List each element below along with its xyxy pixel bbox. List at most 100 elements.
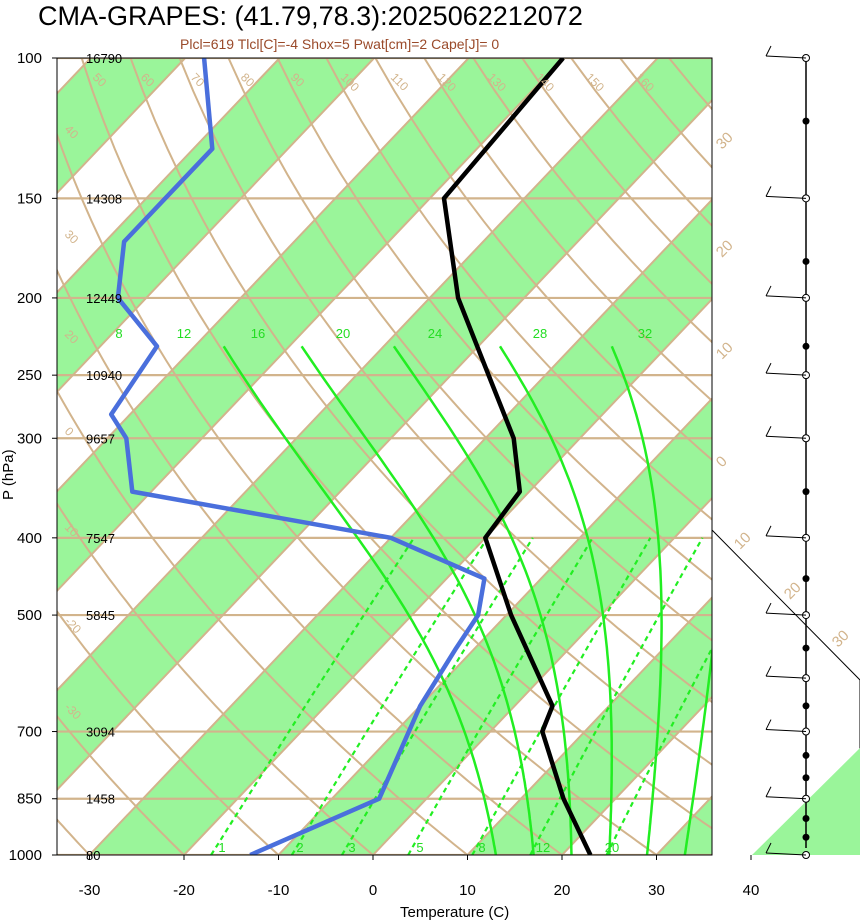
wind-barb [765, 729, 807, 733]
temperature-band [57, 58, 712, 790]
dry-adiabat [57, 714, 185, 855]
wind-dot [802, 644, 810, 652]
wind-barb-flag [765, 842, 772, 854]
x-tick-label: 10 [459, 882, 476, 899]
height-labels: 16790 14308 12449 10940 9657 7547 5845 3094 1458… [86, 51, 122, 863]
y-tick-label: 300 [17, 430, 42, 447]
isotherm [57, 58, 186, 195]
side-panel-outline [711, 529, 860, 855]
moist-adiabat-label: 24 [428, 326, 442, 341]
wind-barb [765, 852, 807, 856]
moist-adiabat-label: 12 [177, 326, 191, 341]
mixing-ratio-line [210, 537, 415, 855]
height-label: 80 [86, 848, 100, 863]
y-tick-label: 250 [17, 367, 42, 384]
wind-dot [802, 488, 810, 496]
x-axis-label: Temperature (C) [400, 904, 509, 921]
wind-barb [765, 55, 807, 59]
x-tick-label: -10 [268, 882, 290, 899]
height-label: 16790 [86, 51, 122, 66]
wind-barb-flag [765, 786, 772, 797]
isotherm-label: 20 [781, 579, 805, 603]
mixing-ratio-lines [210, 537, 712, 855]
wind-barb-flag [765, 525, 772, 537]
dry-adiabat [57, 388, 469, 855]
mixing-ratio-label: 2 [296, 840, 303, 855]
x-tick-label: 30 [648, 882, 665, 899]
wind-dot [802, 117, 810, 125]
y-axis-label: P (hPa) [0, 449, 17, 500]
wind-dot [802, 815, 810, 823]
wind-barb [765, 535, 807, 539]
y-tick-label: 100 [17, 50, 42, 67]
height-label: 5845 [86, 608, 115, 623]
dry-adiabat [767, 58, 860, 855]
mixing-ratio-label: 5 [416, 840, 423, 855]
dry-adiabat [129, 58, 712, 766]
mixing-ratio-label: 3 [348, 840, 355, 855]
wind-barb-flag [765, 186, 772, 197]
x-tick-label: 0 [369, 882, 377, 899]
y-tick-label: 400 [17, 530, 42, 547]
x-tick-label: 20 [554, 882, 571, 899]
wind-dot [802, 702, 810, 710]
dewpoint-profile [108, 58, 487, 855]
height-label: 9657 [86, 431, 115, 446]
isotherm-label: 30 [829, 627, 853, 651]
moist-adiabat [610, 345, 663, 855]
isotherm [183, 297, 712, 855]
isotherm [57, 58, 659, 692]
dry-adiabat [374, 58, 712, 462]
isotherm [372, 496, 712, 855]
dry-adiabats [57, 58, 860, 855]
x-tick-label: 40 [743, 882, 760, 899]
dry-adiabat [57, 501, 374, 855]
wind-dot [802, 833, 810, 841]
moist-adiabat [222, 345, 498, 855]
wind-panel: 30 20 10 0 10 20 30 [711, 45, 860, 859]
wind-barb [765, 435, 807, 439]
isotherm-label: 10 [731, 529, 755, 553]
y-tick-label: 200 [17, 290, 42, 307]
wind-barb-flag [765, 665, 772, 677]
x-tick-label: -20 [173, 882, 195, 899]
mixing-ratio-label: 12 [536, 840, 550, 855]
isotherm [846, 58, 860, 855]
y-tick-label: 1000 [9, 847, 42, 864]
chart-title: CMA-GRAPES: (41.79,78.3):2025062212072 [38, 1, 583, 31]
dry-adiabat [325, 58, 712, 521]
chart-subtitle: Plcl=619 Tlcl[C]=-4 Shox=5 Pwat[cm]=2 Ca… [180, 36, 499, 52]
dry-adiabat [80, 58, 712, 830]
isotherm [466, 596, 712, 855]
isotherm [57, 58, 564, 593]
y-tick-label: 150 [17, 190, 42, 207]
isotherm-label: 30 [713, 129, 737, 153]
temperature-axis: -30 -20 -10 0 10 20 30 40 [79, 855, 760, 899]
mixing-ratio-label: 20 [605, 840, 619, 855]
wind-barb [765, 372, 807, 376]
wind-dot [802, 751, 810, 759]
dry-adiabat [276, 58, 712, 581]
moist-adiabat-label: 32 [638, 326, 652, 341]
moist-adiabat-label: 20 [336, 326, 350, 341]
height-label: 14308 [86, 191, 122, 206]
wind-barb-flag [765, 426, 772, 437]
plot-frame [56, 57, 713, 856]
wind-barb-flag [765, 285, 772, 297]
height-label: 10940 [86, 368, 122, 383]
mixing-ratio-line [529, 537, 704, 855]
temperature-band [846, 58, 860, 855]
wind-dot [802, 575, 810, 583]
wind-barb [765, 796, 807, 800]
mixing-ratio-label: 1 [218, 840, 225, 855]
y-tick-label: 500 [17, 607, 42, 624]
mixing-ratio-line [290, 537, 489, 855]
wind-barb-flag [765, 602, 772, 614]
dry-adiabat [57, 268, 563, 855]
moist-adiabat-label: 16 [251, 326, 265, 341]
height-label: 3094 [86, 725, 115, 740]
x-tick-label: -30 [79, 882, 101, 899]
isotherm [277, 397, 712, 855]
